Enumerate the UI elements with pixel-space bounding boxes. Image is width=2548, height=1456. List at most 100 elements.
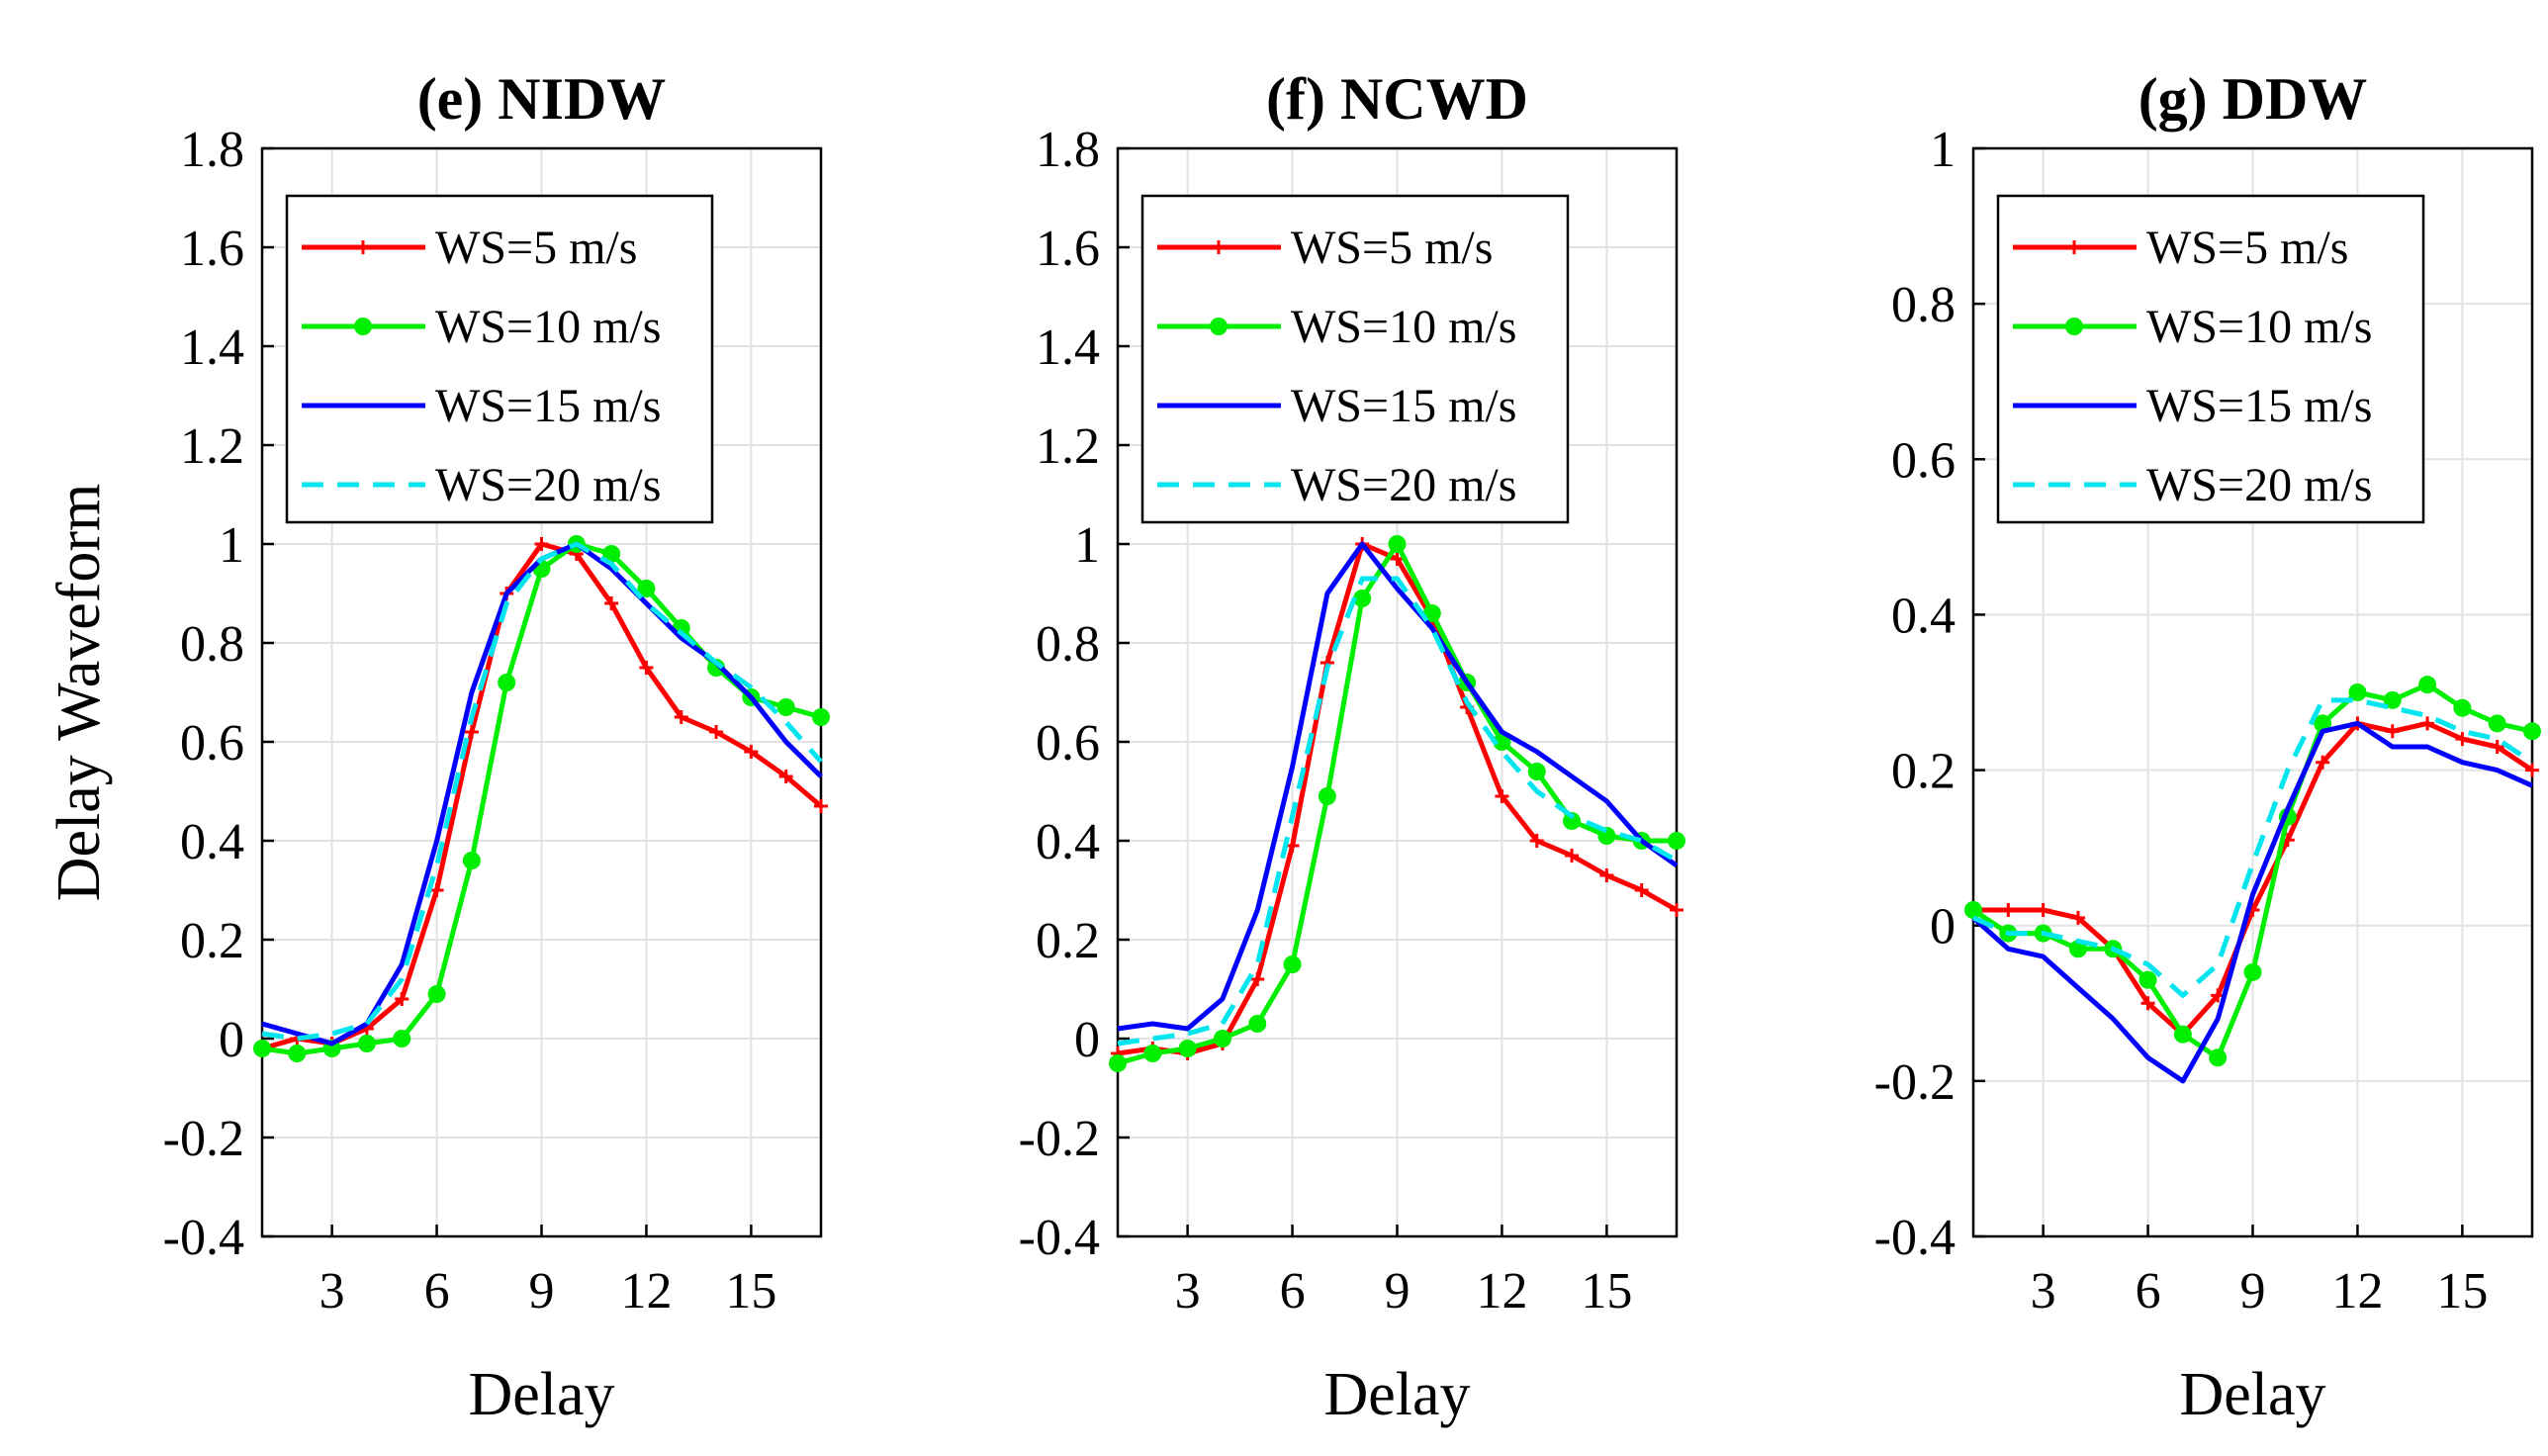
y-tick-label: -0.4	[163, 1210, 244, 1266]
x-tick-label: 15	[1581, 1263, 1632, 1320]
chart-panel-1: (e) NIDW 3 6 9 12 15 -0.4 -0.2 0 0.2 0.4 0.6 0.8 1 1.2…	[163, 66, 830, 1428]
legend-marker	[356, 240, 370, 254]
x-axis-label: Delay	[468, 1361, 614, 1428]
data-point	[534, 537, 549, 551]
legend-label: WS=10 m/s	[1291, 301, 1516, 353]
chart-title: (e) NIDW	[417, 66, 667, 132]
legend-marker	[2067, 240, 2081, 254]
x-tick-label: 6	[1280, 1263, 1306, 1320]
legend-box	[285, 194, 714, 524]
data-point	[2036, 903, 2050, 917]
y-tick-label: 0.2	[1891, 744, 1956, 800]
data-point	[1250, 972, 1265, 986]
data-point	[814, 799, 828, 813]
y-tick-label: 0.8	[1036, 616, 1100, 673]
y-tick-label: 1.2	[1036, 418, 1100, 475]
legend-label: WS=20 m/s	[1291, 459, 1516, 511]
legend-marker	[354, 318, 372, 335]
data-point	[464, 725, 479, 739]
x-axis-label: Delay	[2179, 1361, 2325, 1428]
x-tick-label: 9	[2240, 1263, 2266, 1320]
legend-marker	[1210, 318, 1228, 335]
data-point	[604, 596, 619, 610]
y-tick-label: -0.2	[1874, 1054, 1956, 1111]
data-point	[1248, 1015, 1267, 1033]
legend-label: WS=10 m/s	[2146, 301, 2372, 353]
data-point	[637, 580, 656, 597]
y-tick-label: 1.4	[1036, 319, 1100, 376]
data-point	[498, 674, 516, 691]
legend-label: WS=5 m/s	[2146, 222, 2348, 274]
y-tick-label: 0.2	[1036, 913, 1100, 969]
y-tick-label: 1.6	[180, 221, 244, 277]
chart-title: (f) NCWD	[1266, 66, 1528, 132]
data-point	[2418, 676, 2437, 694]
y-tick-label: -0.2	[163, 1111, 244, 1167]
data-point	[1495, 789, 1509, 803]
series-WS=20 m/s	[1971, 697, 2534, 998]
data-point	[2455, 732, 2470, 747]
data-point	[602, 545, 621, 563]
data-point	[1213, 1030, 1231, 1047]
data-point	[1529, 834, 1544, 848]
chart-title: (g) DDW	[2138, 66, 2368, 132]
shared-ylabel: Delay Waveform	[46, 484, 113, 902]
data-point	[253, 1040, 271, 1057]
series-line	[1971, 697, 2534, 998]
data-point	[1527, 763, 1546, 780]
y-tick-label: 0.8	[1891, 277, 1956, 333]
y-tick-label: 1.2	[180, 418, 244, 475]
data-point	[744, 745, 759, 759]
data-point	[427, 985, 446, 1003]
x-tick-label: 12	[620, 1263, 672, 1320]
data-point	[2316, 755, 2330, 770]
x-axis-label: Delay	[1323, 1361, 1470, 1428]
data-point	[2523, 722, 2541, 741]
data-point	[2209, 1048, 2228, 1067]
data-point	[2453, 698, 2472, 717]
y-tick-label: -0.4	[1019, 1210, 1100, 1266]
data-point	[2490, 740, 2504, 754]
x-tick-label: 3	[1175, 1263, 1201, 1320]
data-point	[1390, 552, 1405, 566]
data-point	[1563, 812, 1582, 830]
data-point	[1599, 868, 1614, 882]
data-point	[812, 708, 830, 726]
series-WS=20 m/s	[1117, 576, 1679, 1046]
y-tick-label: 1.6	[1036, 221, 1100, 277]
data-point	[776, 698, 795, 716]
series-line	[1117, 576, 1679, 1046]
x-tick-label: 12	[2331, 1263, 2383, 1320]
series-WS=20 m/s	[261, 541, 823, 1042]
data-point	[1353, 590, 1372, 607]
y-tick-label: 1.8	[180, 122, 244, 178]
series-line	[1971, 720, 2534, 1084]
data-point	[639, 661, 654, 675]
data-point	[2385, 724, 2400, 739]
data-point	[2140, 996, 2155, 1011]
data-point	[395, 992, 410, 1006]
data-point	[2420, 716, 2435, 731]
data-point	[462, 852, 481, 869]
data-point	[2070, 910, 2085, 925]
data-point	[429, 883, 444, 897]
data-point	[1283, 956, 1302, 973]
legend: WS=5 m/s WS=10 m/s WS=15 m/s WS=20 m/s	[1996, 194, 2425, 524]
data-point	[1964, 901, 1982, 919]
y-tick-label: 0.2	[180, 913, 244, 969]
legend-label: WS=15 m/s	[2146, 380, 2372, 432]
x-tick-label: 6	[2136, 1263, 2161, 1320]
legend-label: WS=5 m/s	[435, 222, 637, 274]
data-point	[1565, 849, 1580, 863]
data-point	[1670, 903, 1684, 917]
data-point	[1143, 1045, 1162, 1062]
y-tick-label: 0	[219, 1012, 244, 1068]
y-tick-label: -0.4	[1874, 1210, 1956, 1266]
data-point	[1388, 535, 1407, 553]
legend-marker	[1212, 240, 1226, 254]
chart-panel-2: (f) NCWD 3 6 9 12 15 -0.4 -0.2 0 0.2 0.4 0.6 0.8 1 1.2…	[1019, 66, 1685, 1428]
legend-label: WS=10 m/s	[435, 301, 661, 353]
x-tick-label: 9	[529, 1263, 555, 1320]
y-tick-label: 0.6	[1891, 432, 1956, 489]
y-tick-label: 0.4	[1891, 588, 1956, 644]
